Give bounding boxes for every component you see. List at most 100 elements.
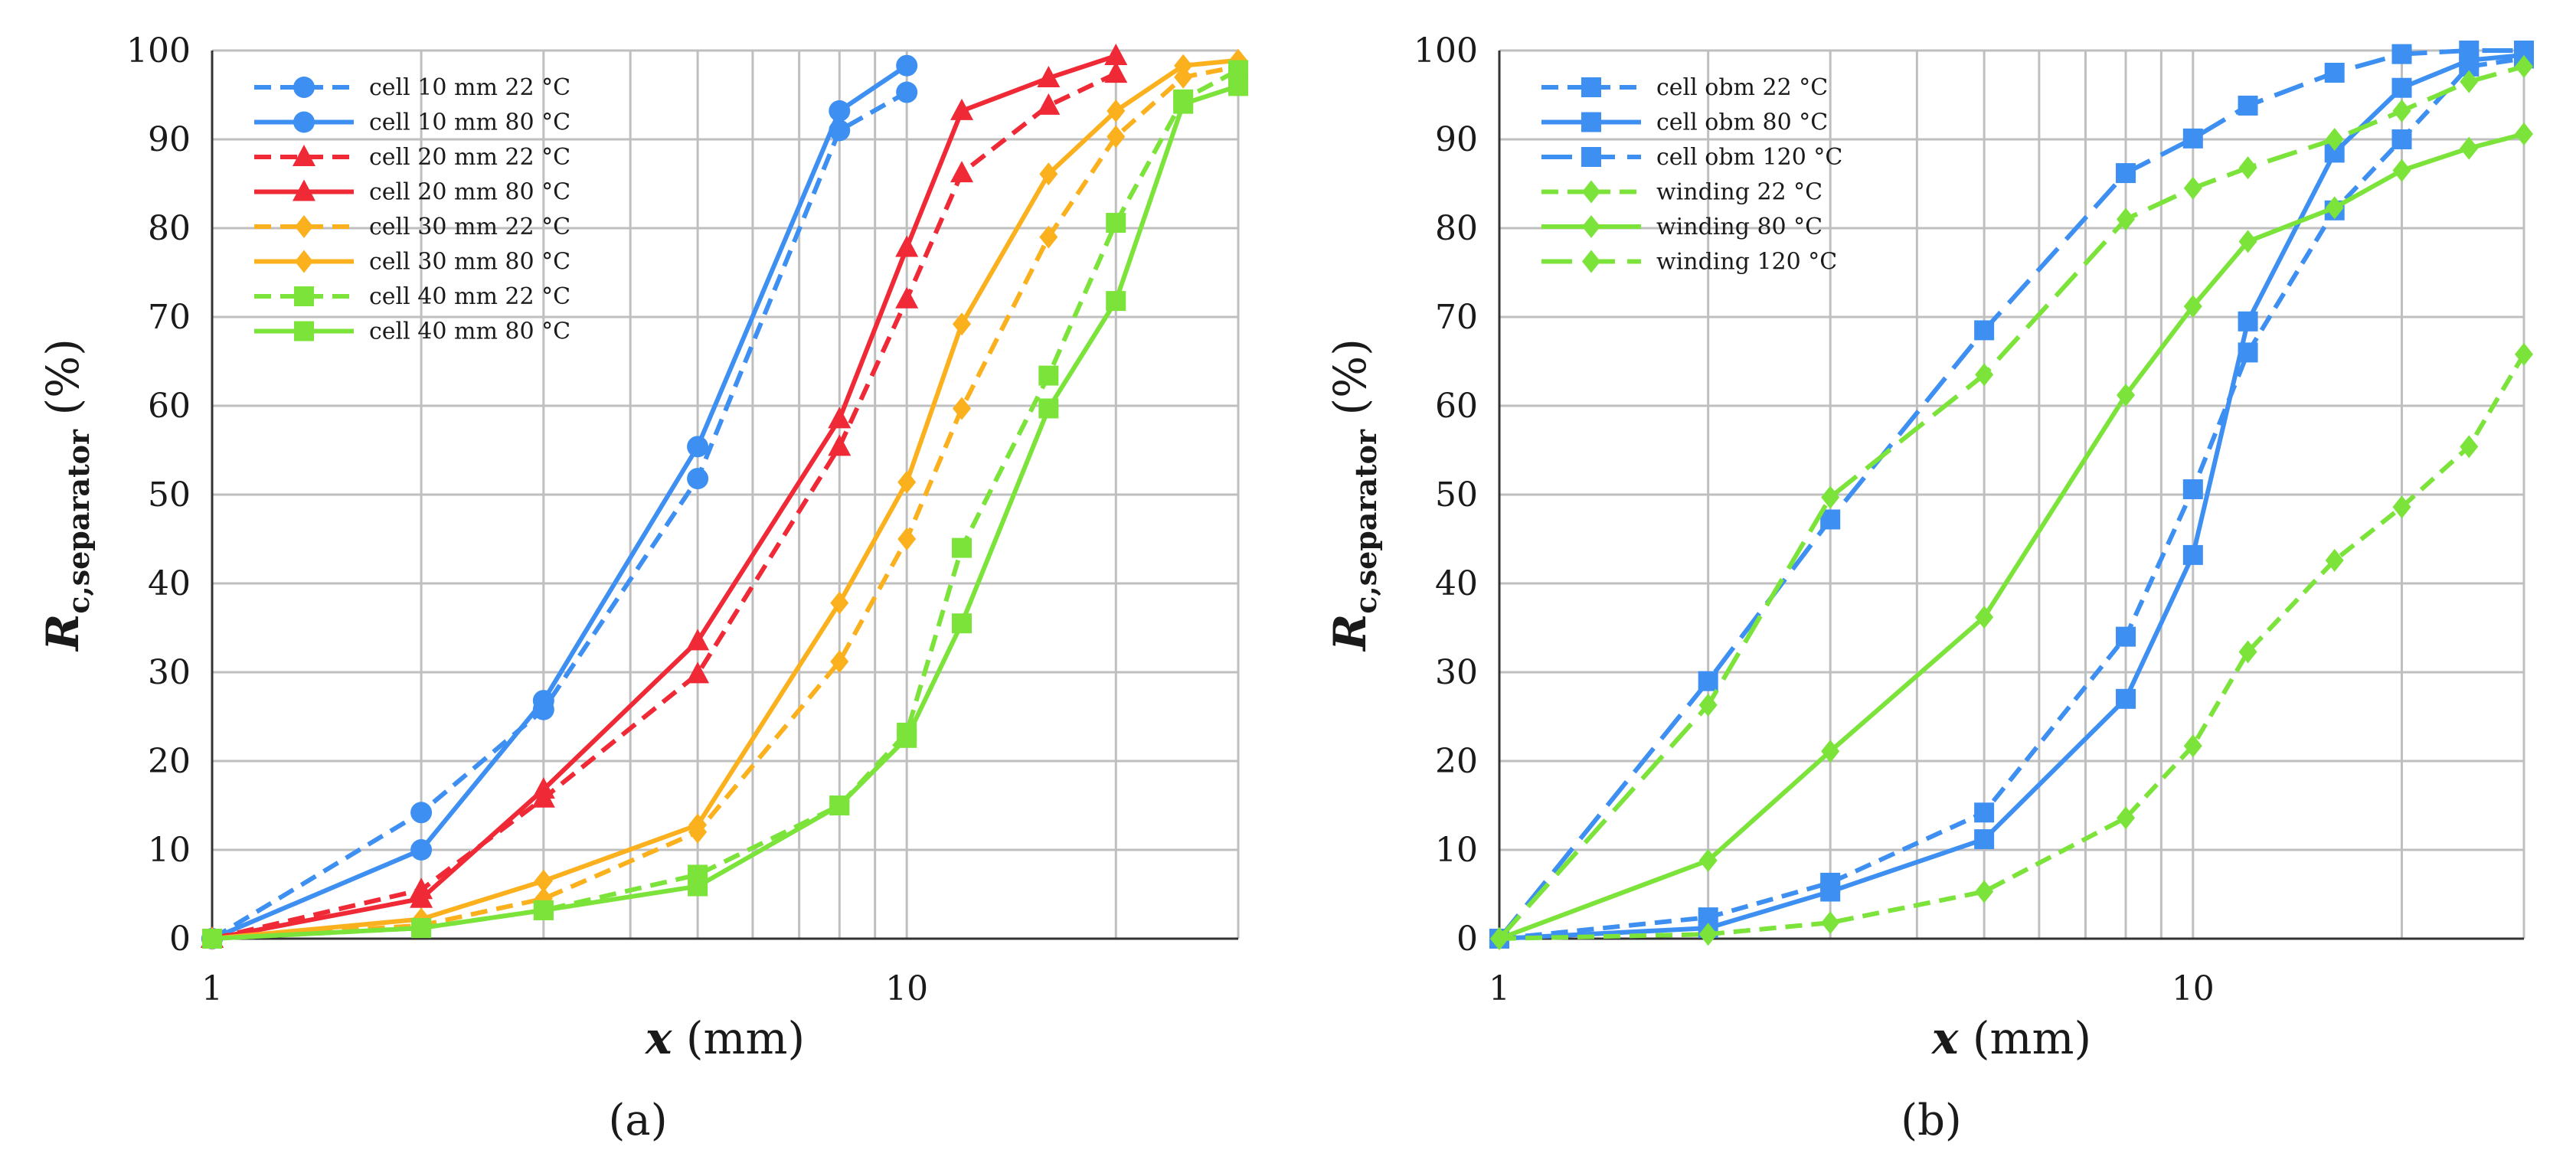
panel-a-y-tick-label: 20 (148, 742, 191, 781)
panel-b-data-point (2117, 806, 2136, 830)
panel-b-data-point (2460, 136, 2479, 160)
panel-a-data-point (534, 869, 553, 893)
panel-a-data-point (828, 434, 852, 456)
panel-b-data-point (2116, 688, 2136, 709)
panel-a-legend-marker (294, 321, 314, 341)
panel-a-legend-label: cell 20 mm 22 °C (369, 144, 570, 171)
panel-a-data-point (896, 81, 918, 103)
panel-a-data-point (953, 397, 972, 420)
panel-a-y-tick-label: 60 (148, 387, 191, 426)
panel-a-legend-marker (294, 286, 314, 306)
panel-a-y-tick-label: 80 (148, 209, 191, 248)
panel-a-y-tick-label: 50 (148, 475, 191, 515)
panel-b-data-point (1975, 606, 1994, 629)
panel-b-data-point (1821, 911, 1840, 935)
panel-b-data-point (2460, 435, 2479, 459)
panel-a-data-point (830, 650, 849, 674)
panel-b-data-point (2238, 311, 2258, 332)
panel-b-data-point (2116, 626, 2136, 647)
panel-a-data-point (532, 690, 554, 712)
panel-b-y-tick-label: 80 (1435, 209, 1478, 248)
panel-b-data-point (2392, 99, 2411, 123)
panel-b-data-point (2392, 158, 2411, 182)
panel-b-data-point (2515, 54, 2533, 78)
panel-a-data-point (410, 802, 433, 824)
panel-b-data-point (2116, 163, 2136, 184)
panel-a-data-point (953, 312, 972, 336)
panel-a-data-point (686, 662, 710, 684)
panel-a-data-point (952, 537, 973, 558)
panel-b-data-point (2324, 63, 2345, 83)
panel-a-data-point (688, 876, 708, 897)
panel-b-data-point (1698, 923, 1718, 946)
panel-a-legend-label: cell 10 mm 80 °C (369, 109, 570, 136)
panel-b-data-point (2392, 495, 2411, 519)
panel-a-legend-label: cell 20 mm 80 °C (369, 179, 570, 206)
panel-b-data-point (2391, 44, 2412, 64)
panel-a-data-point (1107, 99, 1126, 123)
panel-a-data-point (1038, 365, 1059, 386)
panel-b-data-point (2391, 77, 2412, 98)
panel-b-x-tick-label: 10 (2172, 969, 2215, 1008)
panel-b-legend-label: cell obm 80 °C (1656, 109, 1828, 136)
panel-a-series-8 (202, 76, 1248, 949)
panel-a-data-point (410, 886, 433, 908)
panel-b-data-point (2182, 128, 2203, 149)
panel-a-data-point (1039, 162, 1058, 186)
panel-a-y-tick-label: 30 (148, 653, 191, 692)
panel-a-data-point (1173, 93, 1194, 114)
panel-a-x-axis-title: x (mm) (644, 1012, 805, 1064)
panel-b-data-point (1821, 485, 1840, 509)
panel-b-x-axis-title: x (mm) (1930, 1012, 2091, 1064)
panel-b-series-4 (1490, 342, 2533, 950)
panel-b-legend-marker (1582, 180, 1600, 204)
panel-b-data-point (2459, 41, 2480, 60)
panel-a-data-point (202, 929, 222, 949)
panel-a-legend-label: cell 40 mm 22 °C (369, 283, 570, 310)
panel-b-data-point (2183, 176, 2202, 200)
panel-a-legend-marker (295, 250, 313, 273)
panel-b-legend-label: winding 120 °C (1656, 249, 1837, 276)
panel-b-y-tick-label: 60 (1435, 387, 1478, 426)
panel-b-y-tick-label: 100 (1414, 31, 1478, 70)
panel-a-data-point (895, 235, 919, 257)
panel-b-y-tick-label: 0 (1456, 920, 1478, 959)
panel-a-legend-marker (293, 179, 315, 201)
panel-a-series-line (211, 64, 908, 941)
panel-a-data-point (1104, 43, 1128, 65)
panel-b-data-point (1698, 693, 1718, 717)
panel-a-y-axis-title: Rc,separator (%) (37, 338, 96, 652)
panel-a-data-point (1037, 65, 1061, 87)
panel-a-series-4 (201, 43, 1128, 948)
panel-a-data-point (829, 795, 850, 815)
panel-b-y-tick-label: 10 (1435, 831, 1478, 870)
panel-a-legend: cell 10 mm 22 °C cell 10 mm 80 °C cell 20 … (254, 74, 570, 345)
panel-a-data-point (895, 286, 919, 309)
panel-b-data-point (2182, 544, 2203, 565)
panel-b-data-point (1975, 880, 1994, 903)
panel-a-data-point (687, 468, 709, 490)
panel-b-data-point (2238, 230, 2257, 253)
panel-b-data-point (2182, 479, 2203, 500)
panel-a-data-point (830, 591, 849, 615)
panel-b-data-point (1698, 848, 1718, 872)
panel-a-y-tick-label: 0 (169, 920, 191, 959)
panel-b-legend-label: winding 80 °C (1656, 214, 1822, 240)
panel-b-data-point (2238, 95, 2258, 116)
panel-b-data-point (1975, 363, 1994, 387)
panel-b-data-point (2238, 640, 2257, 664)
panel-b-data-point (1974, 320, 1995, 341)
panel-b-y-tick-label: 20 (1435, 742, 1478, 781)
panel-b-data-point (1490, 927, 1509, 950)
panel-b-series-line (1497, 48, 2524, 940)
panel-b-legend-label: cell obm 22 °C (1656, 74, 1828, 101)
panel-a-data-point (1038, 398, 1059, 419)
panel-a-y-tick-label: 10 (148, 831, 191, 870)
panel-a-data-point (897, 528, 917, 550)
panel-a-data-point (950, 98, 974, 120)
panel-a-y-tick-label: 90 (148, 120, 191, 159)
panel-b-data-point (2117, 207, 2136, 231)
panel-a-legend-label: cell 40 mm 80 °C (369, 319, 570, 345)
